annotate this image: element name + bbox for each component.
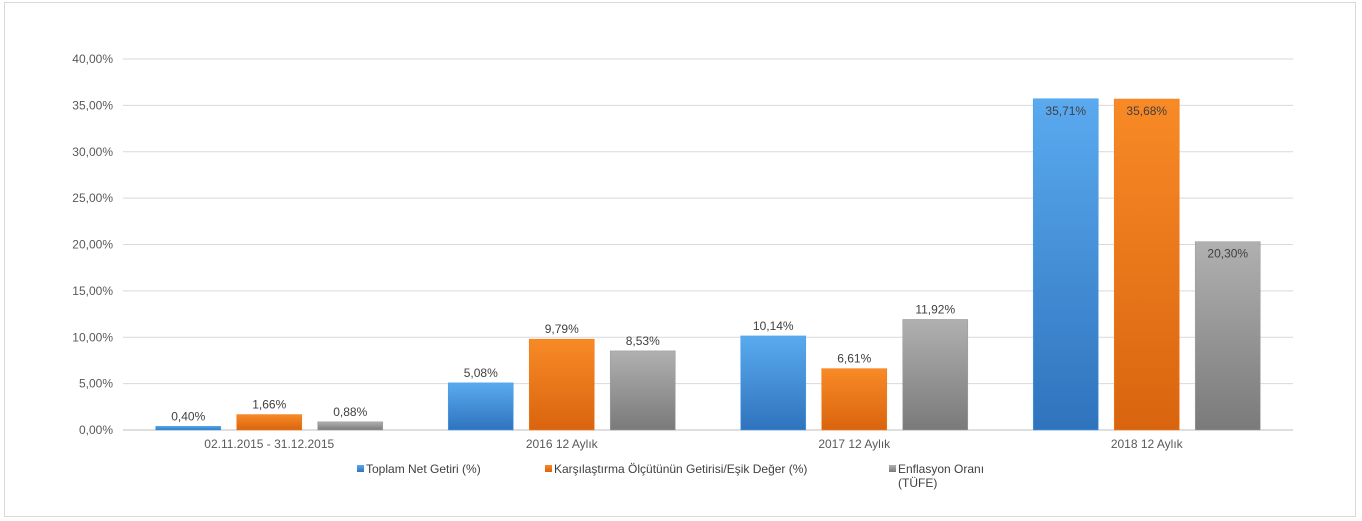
y-tick-label: 40,00% — [72, 52, 113, 66]
data-label: 35,71% — [1045, 104, 1086, 118]
y-tick-label: 15,00% — [72, 284, 113, 298]
legend: Toplam Net Getiri (%) Karşılaştırma Ölçüt… — [357, 462, 984, 490]
bar — [1113, 98, 1180, 431]
bar — [236, 414, 303, 431]
data-label: 20,30% — [1207, 247, 1248, 261]
bars — [155, 98, 1261, 431]
y-tick-label: 30,00% — [72, 145, 113, 159]
legend-swatch — [357, 465, 364, 472]
bar — [740, 335, 807, 431]
y-tick-label: 5,00% — [79, 377, 113, 391]
data-label: 11,92% — [915, 302, 955, 316]
legend-swatch — [545, 465, 552, 472]
legend-label: Karşılaştırma Ölçütünün Getirisi/Eşik De… — [554, 462, 807, 476]
y-tick-label: 0,00% — [79, 423, 113, 437]
data-label: 0,40% — [171, 409, 205, 423]
data-label: 10,14% — [753, 319, 794, 333]
data-label: 6,61% — [837, 352, 871, 366]
x-tick-label: 2018 12 Aylık — [1111, 437, 1184, 451]
bar — [821, 368, 888, 431]
y-tick-label: 10,00% — [72, 330, 113, 344]
data-label: 1,66% — [252, 398, 286, 412]
bar — [902, 319, 969, 431]
y-tick-label: 35,00% — [72, 98, 113, 112]
y-axis: 0,00% 5,00% 10,00% 15,00% 20,00% 25,00% 30,00%… — [72, 52, 113, 437]
bar — [447, 382, 514, 431]
x-tick-label: 2017 12 Aylık — [818, 437, 891, 451]
y-tick-label: 25,00% — [72, 191, 113, 205]
legend-label: Toplam Net Getiri (%) — [366, 462, 481, 476]
bar — [1032, 98, 1099, 431]
bar — [528, 338, 595, 431]
bar-chart: 0,00% 5,00% 10,00% 15,00% 20,00% 25,00% 30,00%… — [72, 52, 1293, 490]
gridlines — [123, 58, 1293, 431]
bar — [1194, 241, 1261, 431]
data-label: 5,08% — [464, 366, 498, 380]
data-label: 35,68% — [1126, 104, 1167, 118]
x-tick-label: 02.11.2015 - 31.12.2015 — [204, 437, 334, 451]
y-tick-label: 20,00% — [72, 238, 113, 252]
bar — [317, 421, 384, 431]
data-label: 0,88% — [333, 405, 367, 419]
chart-frame: 0,00% 5,00% 10,00% 15,00% 20,00% 25,00% 30,00%… — [4, 2, 1356, 517]
data-label: 8,53% — [626, 334, 660, 348]
data-label: 9,79% — [545, 322, 579, 336]
x-tick-label: 2016 12 Aylık — [526, 437, 599, 451]
legend-label: Enflasyon Oranı (TÜFE) — [898, 462, 984, 490]
bar — [609, 350, 676, 431]
bar — [155, 425, 222, 431]
legend-swatch — [889, 465, 896, 472]
data-labels: 0,40% 1,66% 0,88% 5,08% 9,79% 8,53% 10,14% 6,61… — [171, 104, 1248, 424]
x-axis: 02.11.2015 - 31.12.2015 2016 12 Aylık 2017… — [204, 437, 1183, 451]
